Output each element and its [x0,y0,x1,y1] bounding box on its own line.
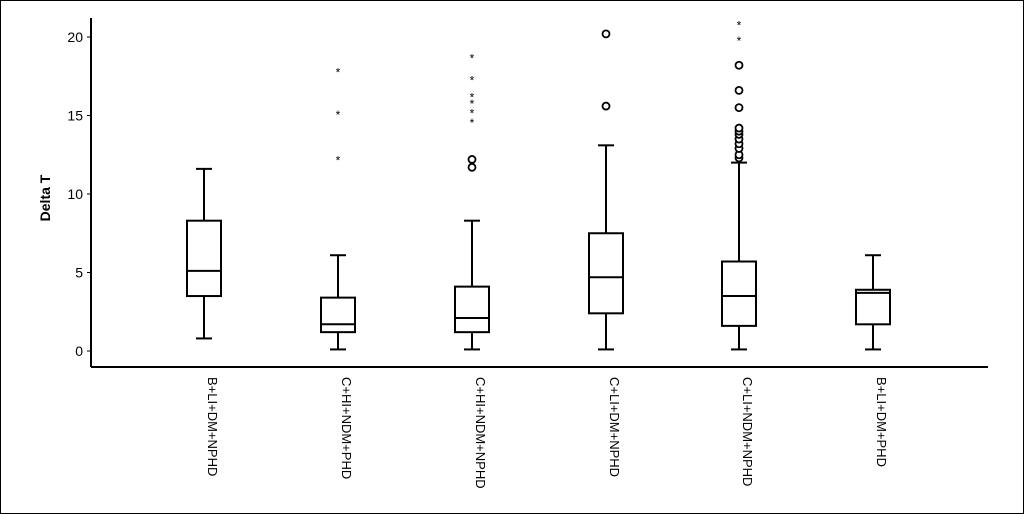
extreme-point: * [336,108,341,122]
outlier-point [601,29,611,39]
iqr-box [320,296,356,334]
extreme-point: * [470,106,475,120]
box-group-1 [186,167,222,340]
axes: 0 5 10 15 20 B+LI+DM+NPHD C+HI+NDM+PHD C+HI+NDM… [67,18,988,489]
x-category-label: B+LI+DM+PHD [874,377,889,467]
outlier-point [467,155,477,164]
y-tick-label: 15 [67,108,83,124]
iqr-box [186,219,222,298]
extreme-point: * [470,51,475,65]
iqr-box [855,288,891,326]
x-category-label: C+LI+NDM+NPHD [740,377,755,486]
plot-area: *********** [186,18,891,351]
outlier-point [734,123,744,133]
y-tick-label: 0 [75,343,83,359]
extreme-point: * [737,34,742,48]
iqr-box [721,260,757,327]
y-axis-label: Delta T [37,174,53,221]
iqr-box [454,285,490,334]
extreme-point: * [737,18,742,32]
x-category-label: C+LI+DM+NPHD [607,377,622,477]
y-tick-label: 20 [67,29,83,45]
box-group-5: ** [721,18,757,351]
outlier-point [601,101,611,111]
y-tick-label: 10 [67,186,83,202]
iqr-box [588,232,624,315]
x-category-label: C+HI+NDM+NPHD [473,377,488,489]
y-tick-label: 5 [75,265,83,281]
extreme-point: * [470,91,475,105]
extreme-point: * [336,66,341,80]
extreme-point: * [470,97,475,111]
box-group-6 [855,254,891,351]
extreme-point: * [470,116,475,130]
x-category-label: B+LI+DM+NPHD [205,377,220,476]
box-group-2: * * * [320,66,356,351]
outlier-point [734,60,744,70]
extreme-point: * [336,153,341,167]
outlier-point [734,85,744,95]
x-category-label: C+HI+NDM+PHD [339,377,354,479]
outlier-point [467,162,477,172]
box-group-4 [588,29,624,351]
box-group-3: ****** [454,51,490,351]
extreme-point: * [470,73,475,87]
outlier-point [734,103,744,113]
